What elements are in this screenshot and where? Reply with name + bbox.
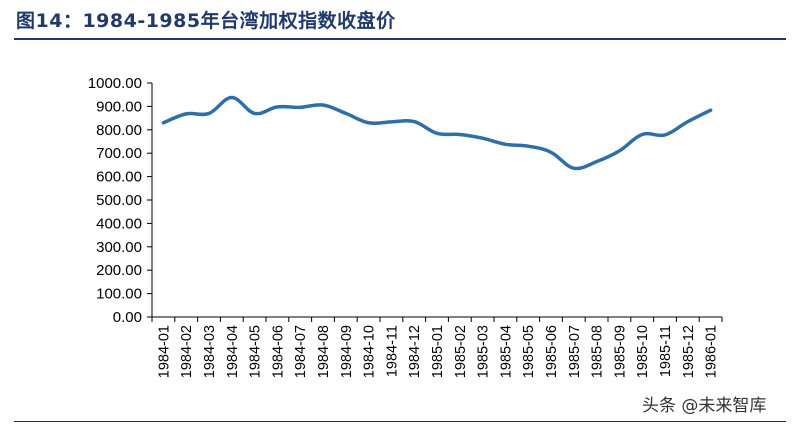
x-tick-label: 1985-05 [521, 325, 537, 378]
x-tick-label: 1984-01 [156, 325, 172, 378]
x-tick-label: 1985-12 [681, 325, 697, 378]
x-tick-label: 1984-10 [362, 325, 378, 378]
chart-axes [147, 82, 723, 322]
bottom-rule [14, 421, 786, 422]
x-tick-label: 1984-09 [339, 325, 355, 378]
x-tick-label: 1985-06 [544, 325, 560, 378]
x-tick-label: 1985-02 [453, 325, 469, 378]
x-tick-label: 1984-05 [248, 325, 264, 378]
y-tick-label: 300.00 [96, 239, 142, 256]
x-tick-label: 1984-02 [179, 325, 195, 378]
x-tick-label: 1985-07 [567, 325, 583, 378]
x-tick-label: 1985-10 [635, 325, 651, 378]
x-tick-label: 1984-07 [293, 325, 309, 378]
x-tick-label: 1984-03 [202, 325, 218, 378]
y-tick-labels: 1000.00 900.00 800.00 700.00 600.00 500.00 400… [88, 75, 142, 326]
y-tick-label: 0.00 [113, 309, 142, 326]
watermark-text: 头条 @未来智库 [642, 396, 767, 416]
y-tick-label: 100.00 [96, 286, 142, 303]
y-tick-label: 200.00 [96, 262, 142, 279]
x-tick-label: 1985-11 [658, 325, 674, 377]
title-underline [14, 38, 786, 40]
y-tick-label: 400.00 [96, 215, 142, 232]
x-tick-label: 1985-08 [590, 325, 606, 378]
y-tick-label: 1000.00 [88, 75, 142, 92]
x-tick-label: 1985-01 [430, 325, 446, 378]
y-tick-label: 900.00 [96, 98, 142, 115]
y-tick-label: 800.00 [96, 122, 142, 139]
x-tick-label: 1984-11 [384, 325, 400, 377]
y-tick-label: 500.00 [96, 192, 142, 209]
x-tick-label: 1984-08 [316, 325, 332, 378]
x-tick-label: 1984-04 [225, 325, 241, 378]
x-tick-label: 1985-03 [476, 325, 492, 378]
series-line [161, 95, 713, 171]
x-tick-label: 1985-04 [498, 325, 514, 378]
x-tick-labels: 1984-01 1984-02 1984-03 1984-04 1984-05 1984-… [156, 325, 719, 378]
figure-title: 图14：1984-1985年台湾加权指数收盘价 [16, 10, 396, 32]
x-tick-label: 1984-12 [407, 325, 423, 378]
y-tick-label: 700.00 [96, 145, 142, 162]
y-tick-label: 600.00 [96, 169, 142, 186]
x-tick-label: 1986-01 [704, 325, 720, 378]
x-tick-label: 1984-06 [270, 325, 286, 378]
x-tick-label: 1985-09 [612, 325, 628, 378]
